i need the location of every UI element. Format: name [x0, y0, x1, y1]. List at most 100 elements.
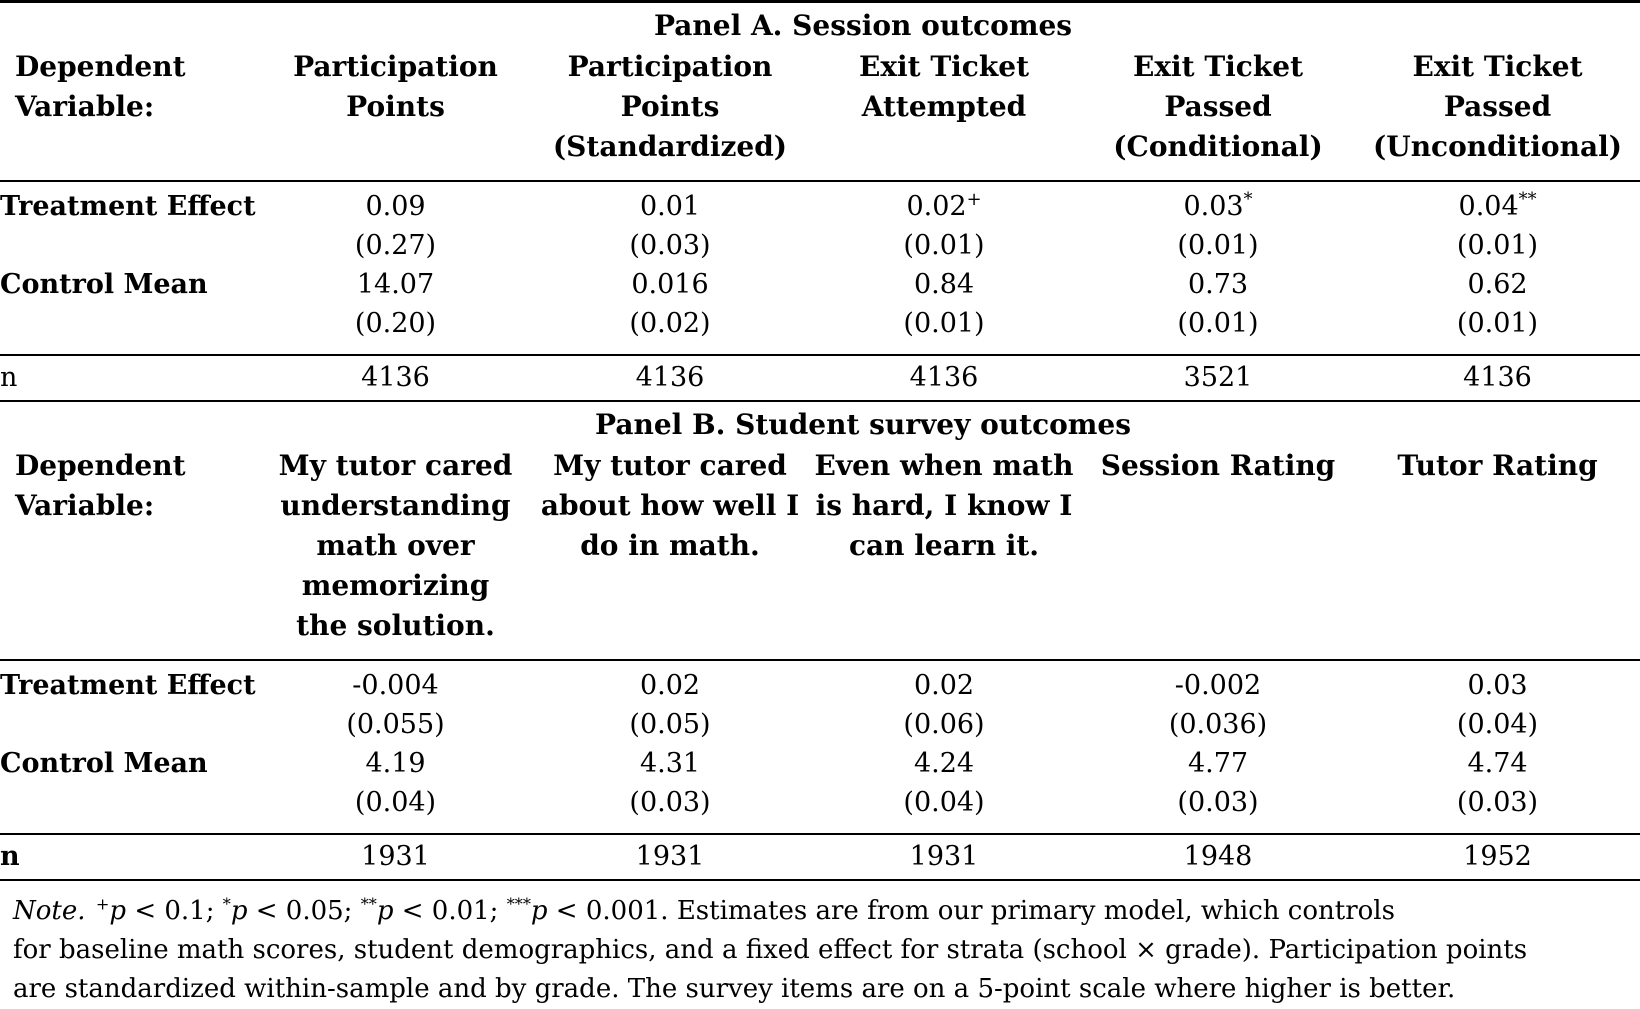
panel-a-title-row: Panel A. Session outcomes — [0, 2, 1640, 48]
n-cell: 1931 — [807, 833, 1081, 881]
control-mean-label: Control Mean — [0, 748, 208, 779]
panel-b-col-header: Session Rating — [1100, 449, 1336, 482]
se-cell: (0.02) — [629, 308, 711, 339]
se-cell: (0.06) — [903, 709, 985, 740]
value-cell: 4.31 — [639, 748, 701, 779]
value-cell: 0.02+ — [807, 180, 1081, 226]
n-cell: 4136 — [533, 354, 807, 402]
value-cell: 0.73 — [1187, 269, 1249, 300]
panel-a-treatment-se-row: (0.27) (0.03) (0.01) (0.01) (0.01) — [0, 226, 1640, 265]
estimate-value: -0.004 — [352, 670, 439, 701]
treatment-effect-label: Treatment Effect — [0, 180, 258, 226]
n-label: n — [0, 354, 258, 402]
value-cell: 0.03* — [1081, 180, 1355, 226]
se-cell: (0.27) — [354, 230, 437, 261]
estimate-value: -0.002 — [1174, 670, 1262, 701]
se-cell: (0.03) — [629, 787, 711, 818]
p-var: p — [109, 896, 127, 926]
value-cell: 0.84 — [913, 269, 975, 300]
value-cell: 0.04** — [1355, 180, 1640, 226]
value-cell: -0.002 — [1081, 659, 1355, 705]
value-cell: 0.01 — [533, 180, 807, 226]
significance-marker: * — [1243, 189, 1253, 210]
value-cell: 4.24 — [913, 748, 975, 779]
empty-cell — [0, 226, 258, 265]
se-cell: (0.01) — [903, 308, 985, 339]
sig-threshold: < 0.001. — [547, 896, 677, 926]
se-cell: (0.04) — [903, 787, 985, 818]
sig-two-stars: ** — [360, 894, 377, 914]
n-label: n — [0, 833, 258, 881]
n-cell: 1948 — [1081, 833, 1355, 881]
sig-three-stars: *** — [506, 894, 531, 914]
sig-star: * — [222, 894, 231, 914]
panel-b-title: Panel B. Student survey outcomes — [595, 408, 1131, 441]
estimate-value: 0.02 — [639, 670, 701, 701]
panel-a-title: Panel A. Session outcomes — [653, 9, 1073, 42]
control-mean-label: Control Mean — [0, 269, 208, 300]
p-var: p — [530, 896, 548, 926]
value-cell: 4.77 — [1187, 748, 1249, 779]
p-var: p — [230, 896, 248, 926]
se-cell: (0.03) — [1177, 787, 1259, 818]
table-note: Note. +p < 0.1; *p < 0.05; **p < 0.01; **… — [0, 881, 1640, 1009]
panel-b-title-row: Panel B. Student survey outcomes — [0, 401, 1640, 446]
panel-a-col-header: Exit Ticket Passed (Unconditional) — [1373, 50, 1622, 163]
note-lead: Note. — [13, 896, 86, 926]
value-cell: 14.07 — [356, 269, 435, 300]
sig-threshold: < 0.1; — [126, 896, 223, 926]
empty-cell — [0, 705, 258, 744]
se-cell: (0.03) — [629, 230, 711, 261]
significance-marker: + — [966, 189, 982, 210]
value-cell: 0.016 — [631, 269, 709, 300]
panel-b-col-header: Even when math is hard, I know I can lea… — [814, 449, 1074, 562]
note-line-1: Note. +p < 0.1; *p < 0.05; **p < 0.01; **… — [13, 892, 1640, 931]
panel-b-control-mean-row: Control Mean 4.19 4.31 4.24 4.77 4.74 — [0, 744, 1640, 783]
panel-b-dependent-variable-label: Dependent Variable: — [15, 449, 186, 522]
sig-threshold: < 0.05; — [247, 896, 361, 926]
empty-cell — [0, 783, 258, 834]
se-cell: (0.05) — [629, 709, 711, 740]
n-cell: 1952 — [1355, 833, 1640, 881]
n-cell: 3521 — [1081, 354, 1355, 402]
estimate-value: 0.02 — [913, 670, 975, 701]
estimate-value: 0.03 — [1183, 191, 1244, 222]
p-var: p — [376, 896, 394, 926]
n-cell: 4136 — [258, 354, 533, 402]
significance-marker: ** — [1518, 189, 1537, 210]
estimate-value: 0.09 — [365, 191, 426, 222]
se-cell: (0.01) — [903, 230, 985, 261]
results-table: Panel A. Session outcomes Dependent Vari… — [0, 0, 1640, 881]
se-cell: (0.03) — [1456, 787, 1539, 818]
panel-a-treatment-effect-row: Treatment Effect 0.09 0.01 0.02+ 0.03* 0… — [0, 180, 1640, 226]
se-cell: (0.01) — [1456, 308, 1539, 339]
panel-b-treatment-effect-row: Treatment Effect -0.004 0.02 0.02 -0.002… — [0, 659, 1640, 705]
panel-b-header-row: Dependent Variable: My tutor cared under… — [0, 446, 1640, 660]
panel-a-header-row: Dependent Variable: Participation Points… — [0, 47, 1640, 181]
panel-a-col-header: Participation Points — [293, 50, 498, 123]
se-cell: (0.04) — [1456, 709, 1539, 740]
n-cell: 1931 — [258, 833, 533, 881]
n-cell: 4136 — [1355, 354, 1640, 402]
panel-b-n-row: n 1931 1931 1931 1948 1952 — [0, 833, 1640, 881]
value-cell: 0.02 — [533, 659, 807, 705]
n-cell: 1931 — [533, 833, 807, 881]
value-cell: 4.19 — [365, 748, 426, 779]
value-cell: 0.62 — [1467, 269, 1528, 300]
panel-a-dependent-variable-label: Dependent Variable: — [15, 50, 186, 123]
se-cell: (0.01) — [1177, 230, 1259, 261]
panel-a-n-row: n 4136 4136 4136 3521 4136 — [0, 354, 1640, 402]
panel-a-col-header: Participation Points (Standardized) — [552, 50, 788, 163]
panel-a-col-header: Exit Ticket Attempted — [858, 50, 1030, 123]
n-cell: 4136 — [807, 354, 1081, 402]
se-cell: (0.01) — [1177, 308, 1259, 339]
panel-b-col-header: My tutor cared about how well I do in ma… — [540, 449, 800, 562]
sig-plus: + — [95, 894, 110, 914]
estimate-value: 0.01 — [639, 191, 701, 222]
panel-a-control-mean-row: Control Mean 14.07 0.016 0.84 0.73 0.62 — [0, 265, 1640, 304]
note-text: Estimates are from our primary model, wh… — [676, 896, 1395, 926]
panel-b-col-header: My tutor cared understanding math over m… — [278, 449, 513, 642]
value-cell: 0.03 — [1355, 659, 1640, 705]
panel-a-control-se-row: (0.20) (0.02) (0.01) (0.01) (0.01) — [0, 304, 1640, 355]
